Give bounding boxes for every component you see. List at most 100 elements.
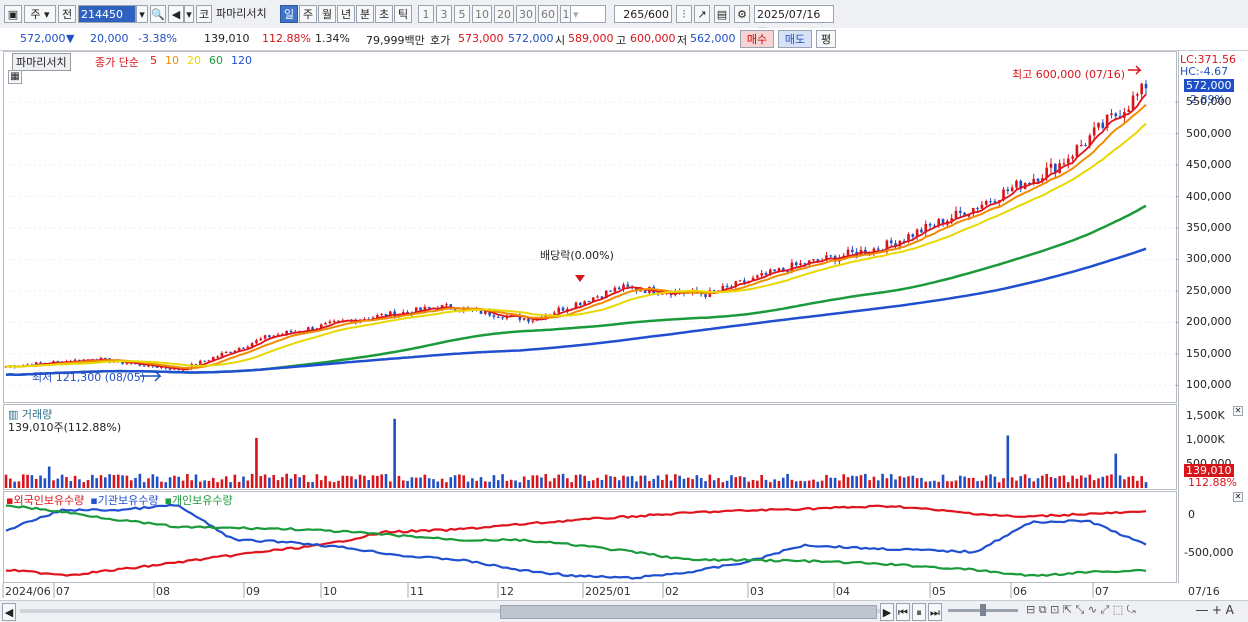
holdings-panel[interactable] [3, 491, 1177, 583]
holdings-legend-1[interactable]: ▪기관보유수량 [90, 494, 159, 507]
all-button[interactable]: 전 [58, 5, 76, 23]
candle-body [1006, 189, 1010, 191]
stock-tag[interactable]: 파마리서치 [12, 53, 71, 71]
candle-icon[interactable]: ⫶ [676, 5, 692, 23]
volume-bar [285, 473, 288, 488]
period-button-1[interactable]: 주 [299, 5, 317, 23]
period-button-5[interactable]: 초 [375, 5, 393, 23]
volume-bar [1041, 475, 1044, 488]
interval-button-3[interactable]: 3 [436, 5, 452, 23]
period-button-4[interactable]: 분 [356, 5, 374, 23]
jump-first-icon[interactable]: ⏮ [896, 603, 910, 621]
ma-legend-20[interactable]: 20 [187, 54, 201, 67]
volume-panel-close-icon[interactable]: ✕ [1233, 406, 1243, 416]
volume-panel[interactable] [3, 404, 1177, 490]
eval-button[interactable]: 평 [816, 30, 836, 48]
interval-button-1[interactable]: 1 [418, 5, 434, 23]
low-price: 562,000 [690, 32, 736, 45]
x-axis-label-3: 09 [246, 585, 260, 598]
ma-legend-10[interactable]: 10 [165, 54, 179, 67]
zoom-controls-icon[interactable]: ― + A [1196, 603, 1234, 617]
individual-holdings-line [5, 504, 1147, 577]
chart-layout-icon[interactable]: ▣ [4, 5, 22, 23]
speaker-icon[interactable]: ◀ [168, 5, 184, 23]
holdings-panel-close-icon[interactable]: ✕ [1233, 492, 1243, 502]
code-dropdown-icon[interactable]: ▾ [136, 5, 148, 23]
table-icon[interactable]: ▦ [8, 70, 22, 84]
volume-bar [924, 481, 928, 488]
interval-button-10[interactable]: 10 [472, 5, 492, 23]
interval-custom-input[interactable]: ▾ [570, 5, 606, 23]
scroll-track[interactable] [20, 609, 880, 613]
candle-body [933, 225, 936, 227]
volume-bar [1118, 475, 1122, 488]
scroll-right-icon[interactable]: ▶ [880, 603, 894, 621]
holdings-legend-0[interactable]: ▪외국인보유수량 [6, 494, 85, 507]
volume-bar [116, 474, 120, 488]
volume-bar [315, 474, 319, 488]
interval-button-20[interactable]: 20 [494, 5, 514, 23]
settings-gear-icon[interactable]: ⚙ [734, 5, 750, 23]
candle-body [907, 234, 910, 242]
volume-bar [350, 476, 353, 488]
volume-bar [1110, 474, 1113, 488]
holdings-legend-2[interactable]: ▪개인보유수량 [164, 494, 233, 507]
volume-bar [1075, 478, 1079, 488]
type-select[interactable]: 주 ▾ [24, 5, 56, 23]
period-button-2[interactable]: 월 [318, 5, 336, 23]
pause-icon[interactable]: ⏸ [912, 603, 926, 621]
candle-body [786, 270, 789, 273]
candle-body [199, 360, 202, 366]
ma-legend-60[interactable]: 60 [209, 54, 223, 67]
candle-body [129, 363, 133, 365]
period-button-3[interactable]: 년 [337, 5, 355, 23]
ma-legend-120[interactable]: 120 [231, 54, 252, 67]
ma-title[interactable]: 종가 단순 [95, 56, 139, 69]
volume-bar [121, 475, 124, 488]
stock-code-input[interactable]: 214450 [78, 5, 136, 23]
ma-legend-5[interactable]: 5 [150, 54, 157, 67]
candle-body [160, 367, 163, 369]
scroll-left-icon[interactable]: ◀ [2, 603, 16, 621]
candle-body [959, 210, 962, 213]
candle-body [941, 219, 945, 225]
save-icon[interactable]: ▤ [714, 5, 730, 23]
price-tick-1: 500,000 [1186, 126, 1232, 140]
jump-last-icon[interactable]: ⏭ [928, 603, 942, 621]
x-axis-label-4: 10 [323, 585, 337, 598]
volume-bar [868, 480, 871, 488]
data-count[interactable]: 265/600 [614, 5, 672, 23]
interval-button-60[interactable]: 60 [538, 5, 558, 23]
sell-button[interactable]: 매도 [778, 30, 812, 48]
volume-bar [522, 476, 526, 488]
volume-bar [1032, 481, 1036, 488]
speaker-dropdown-icon[interactable]: ▾ [184, 5, 194, 23]
candle-body [812, 259, 815, 261]
search-icon[interactable]: 🔍 [150, 5, 166, 23]
candle-body [902, 240, 906, 242]
volume-bar [1071, 475, 1074, 488]
zoom-slider-handle[interactable] [980, 604, 986, 616]
scroll-thumb[interactable] [500, 605, 877, 619]
candle-body [566, 309, 569, 311]
volume-bar [466, 481, 470, 488]
candle-body [1032, 178, 1036, 184]
candle-body [803, 263, 807, 265]
candle-body [268, 335, 271, 338]
interval-button-5[interactable]: 5 [454, 5, 470, 23]
period-button-0[interactable]: 일 [280, 5, 298, 23]
volume-bar [950, 481, 953, 488]
volume-bar [397, 475, 401, 488]
drawing-tool-icon[interactable]: ↗ [694, 5, 710, 23]
price-panel[interactable] [3, 51, 1177, 403]
interval-button-30[interactable]: 30 [516, 5, 536, 23]
candle-body [885, 240, 889, 252]
volume-bar [604, 474, 608, 488]
tool-icons[interactable]: ⊟ ⧉ ⊡ ⇱ ⤡ ∿ ⤢ ⬚ ⤿ [1026, 603, 1136, 616]
volume-bar [1088, 474, 1092, 488]
buy-button[interactable]: 매수 [740, 30, 774, 48]
chart-scrollbar[interactable]: ◀ ▶ ⏮ ⏸ ⏭ ⊟ ⧉ ⊡ ⇱ ⤡ ∿ ⤢ ⬚ ⤿ ― + A [0, 600, 1248, 622]
period-button-6[interactable]: 틱 [394, 5, 412, 23]
volume-bar [535, 475, 539, 488]
